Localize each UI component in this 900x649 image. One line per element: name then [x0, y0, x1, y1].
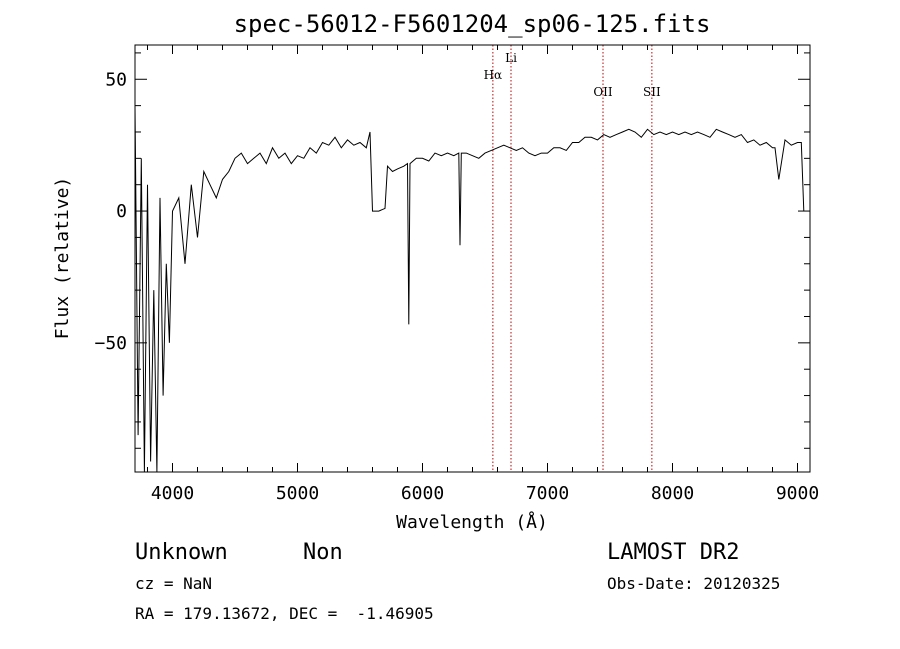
x-tick-label-4: 8000	[651, 483, 694, 504]
spectrum-chart: spec-56012-F5601204_sp06-125.fits HαLi OI…	[0, 0, 900, 649]
series-layer	[135, 106, 804, 472]
x-tick-label-0: 4000	[151, 483, 194, 504]
redshift-text: cz = NaN	[135, 574, 212, 593]
chart-title: spec-56012-F5601204_sp06-125.fits	[234, 10, 711, 38]
marker-label-3: SII	[643, 85, 661, 99]
y-tick-label-2: 50	[105, 69, 127, 90]
obs-date: Obs-Date: 20120325	[607, 574, 780, 593]
coordinates: RA = 179.13672, DEC = -1.46905	[135, 604, 434, 623]
x-tick-label-3: 7000	[526, 483, 569, 504]
object-subclass: Non	[303, 540, 343, 565]
object-class: Unknown	[135, 540, 228, 565]
axis-ticks: 4000 5000 6000 7000 8000 9000 −50 0 50	[94, 45, 819, 504]
y-axis-label: Flux (relative)	[52, 177, 73, 340]
survey-name: LAMOST DR2	[607, 540, 739, 565]
y-tick-label-0: −50	[94, 333, 127, 354]
x-tick-label-5: 9000	[776, 483, 819, 504]
spectrum-line-0	[135, 106, 804, 472]
marker-label-2: OII	[593, 85, 613, 99]
x-tick-label-2: 6000	[401, 483, 444, 504]
marker-label-1: Li	[505, 51, 517, 65]
x-tick-label-1: 5000	[276, 483, 319, 504]
plot-frame	[135, 45, 810, 472]
y-tick-label-1: 0	[116, 201, 127, 222]
marker-label-0: Hα	[484, 68, 503, 82]
spectrum-figure: spec-56012-F5601204_sp06-125.fits Hα Li OI…	[0, 0, 900, 649]
x-axis-label: Wavelength (Å)	[396, 511, 548, 533]
